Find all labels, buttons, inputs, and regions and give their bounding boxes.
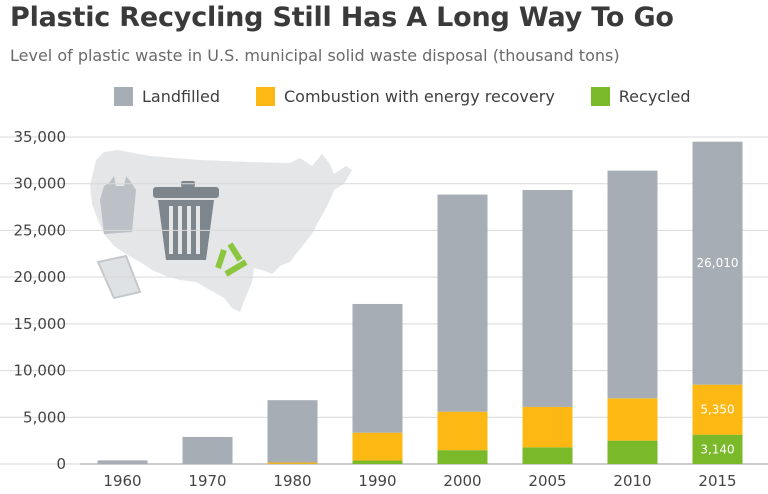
legend-item-recycled: Recycled	[590, 87, 691, 106]
legend-label-landfilled: Landfilled	[142, 87, 220, 106]
x-tick-label: 1990	[358, 472, 396, 490]
bar-combustion-1980	[267, 462, 318, 464]
recycle-icon	[215, 242, 248, 277]
bar-recycled-2015	[692, 434, 743, 464]
chart-subtitle: Level of plastic waste in U.S. municipal…	[10, 46, 620, 65]
data-label-combustion-2015: 5,350	[700, 403, 734, 417]
bar-landfilled-1970	[182, 436, 233, 464]
y-tick-label: 15,000	[14, 315, 67, 333]
y-tick-label: 20,000	[14, 268, 67, 286]
y-tick-label: 5,000	[23, 408, 66, 426]
legend-label-combustion: Combustion with energy recovery	[283, 87, 555, 106]
bar-landfilled-1990	[352, 303, 403, 433]
chart-title: Plastic Recycling Still Has A Long Way T…	[10, 2, 674, 33]
bar-combustion-2015	[692, 384, 743, 435]
bar-landfilled-1960	[97, 460, 148, 464]
y-tick-label: 30,000	[14, 175, 67, 193]
legend-swatch-combustion	[255, 87, 275, 106]
bar-combustion-2000	[437, 411, 488, 451]
legend-label-recycled: Recycled	[618, 87, 691, 106]
plastic-bag-icon	[100, 176, 136, 234]
bar-landfilled-2015	[692, 141, 743, 385]
legend-swatch-landfilled	[114, 87, 133, 106]
bar-combustion-1990	[352, 432, 403, 461]
bar-combustion-2010	[607, 398, 658, 441]
bar-landfilled-2010	[607, 170, 658, 399]
bar-recycled-2005	[522, 447, 573, 464]
x-tick-label: 1960	[103, 472, 141, 490]
bar-recycled-2000	[437, 450, 488, 464]
x-tick-label: 2000	[443, 472, 481, 490]
bar-landfilled-1980	[267, 400, 318, 463]
y-tick-label: 35,000	[14, 128, 67, 146]
bar-landfilled-2005	[522, 189, 573, 407]
legend-item-landfilled: Landfilled	[114, 87, 220, 106]
x-tick-label: 2015	[698, 472, 736, 490]
x-tick-label: 2005	[528, 472, 566, 490]
bar-combustion-2005	[522, 406, 573, 448]
legend-swatch-recycled	[590, 87, 610, 106]
x-tick-label: 1970	[188, 472, 226, 490]
y-tick-label: 25,000	[14, 221, 67, 239]
x-tick-label: 1980	[273, 472, 311, 490]
y-tick-label: 10,000	[14, 362, 67, 380]
bar-recycled-2010	[607, 440, 658, 464]
data-label-recycled-2015: 3,140	[700, 442, 734, 456]
legend-item-combustion: Combustion with energy recovery	[255, 87, 555, 106]
illustration	[90, 150, 352, 312]
bar-landfilled-2000	[437, 194, 488, 412]
bar-recycled-1990	[352, 460, 403, 464]
legend: Landfilled Combustion with energy recove…	[114, 87, 727, 106]
y-tick-label: 0	[56, 455, 66, 473]
x-tick-label: 2010	[613, 472, 651, 490]
data-label-landfilled-2015: 26,010	[697, 256, 739, 270]
